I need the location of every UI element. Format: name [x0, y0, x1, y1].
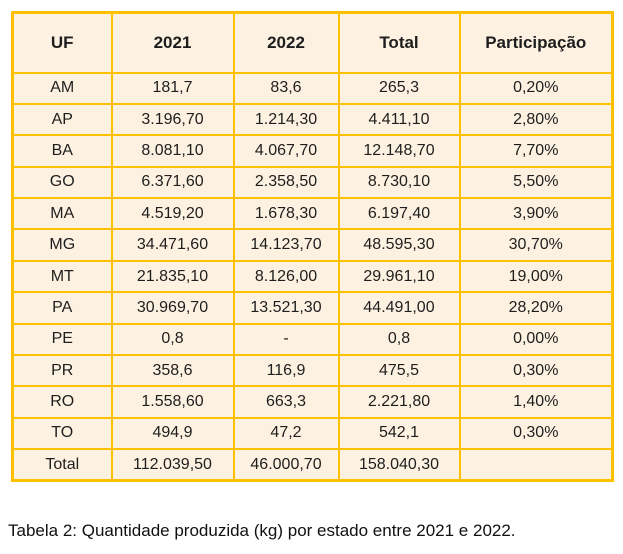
- table-cell: 663,3: [232, 385, 340, 419]
- table-cell: 13.521,30: [232, 291, 340, 325]
- table-cell: MA: [11, 197, 113, 231]
- table-row: MA 4.519,20 1.678,30 6.197,40 3,90%: [11, 197, 614, 231]
- table-cell: 19,00%: [458, 259, 614, 294]
- table-cell: RO: [11, 385, 113, 419]
- table-cell: 47,2: [232, 416, 340, 451]
- table-cell: 29.961,10: [337, 259, 461, 294]
- table-cell: PE: [11, 322, 113, 357]
- table-cell: 542,1: [337, 416, 461, 451]
- header-row: UF 2021 2022 Total Participação: [11, 11, 614, 74]
- table-cell: 0,20%: [458, 71, 614, 105]
- table-cell: 2.358,50: [232, 165, 340, 200]
- table-cell: AP: [11, 102, 113, 137]
- column-header: Total: [337, 11, 461, 74]
- table-cell: 46.000,70: [232, 448, 340, 482]
- table-row: AM 181,7 83,6 265,3 0,20%: [11, 71, 614, 105]
- table-caption: Tabela 2: Quantidade produzida (kg) por …: [8, 521, 516, 540]
- table-cell: 21.835,10: [110, 259, 235, 294]
- table-cell: 475,5: [337, 354, 461, 388]
- table-row: Total 112.039,50 46.000,70 158.040,30: [11, 448, 614, 482]
- column-header: Participação: [458, 11, 614, 74]
- table-cell: 28,20%: [458, 291, 614, 325]
- table-cell: 2.221,80: [337, 385, 461, 419]
- table-cell: 158.040,30: [337, 448, 461, 482]
- table-cell: 30.969,70: [110, 291, 235, 325]
- column-header: UF: [11, 11, 113, 74]
- table-cell: 181,7: [110, 71, 235, 105]
- table-cell: 14.123,70: [232, 228, 340, 262]
- table-row: MT 21.835,10 8.126,00 29.961,10 19,00%: [11, 259, 614, 294]
- table-cell: [458, 448, 614, 482]
- table-cell: 34.471,60: [110, 228, 235, 262]
- table-row: AP 3.196,70 1.214,30 4.411,10 2,80%: [11, 102, 614, 137]
- table-cell: 112.039,50: [110, 448, 235, 482]
- table-cell: 6.197,40: [337, 197, 461, 231]
- table-cell: 48.595,30: [337, 228, 461, 262]
- table-body: AM 181,7 83,6 265,3 0,20% AP 3.196,70 1.214,30 4…: [11, 71, 614, 482]
- table-cell: 1.214,30: [232, 102, 340, 137]
- table-cell: 0,30%: [458, 354, 614, 388]
- table-cell: 4.067,70: [232, 134, 340, 168]
- table-cell: 7,70%: [458, 134, 614, 168]
- column-header: 2022: [232, 11, 340, 74]
- table-cell: 3,90%: [458, 197, 614, 231]
- table-cell: GO: [11, 165, 113, 200]
- table-cell: 3.196,70: [110, 102, 235, 137]
- table-row: RO 1.558,60 663,3 2.221,80 1,40%: [11, 385, 614, 419]
- table-cell: 1.678,30: [232, 197, 340, 231]
- production-table: UF 2021 2022 Total Participação AM 181,7 83,6 2…: [11, 11, 614, 483]
- table-cell: 0,30%: [458, 416, 614, 451]
- table-cell: Total: [11, 448, 113, 482]
- table-cell: 4.519,20: [110, 197, 235, 231]
- table-cell: 8.730,10: [337, 165, 461, 200]
- table-row: BA 8.081,10 4.067,70 12.148,70 7,70%: [11, 134, 614, 168]
- table-cell: 30,70%: [458, 228, 614, 262]
- table-cell: 358,6: [110, 354, 235, 388]
- table-cell: MT: [11, 259, 113, 294]
- table-cell: 5,50%: [458, 165, 614, 200]
- table-cell: 0,8: [110, 322, 235, 357]
- table-cell: AM: [11, 71, 113, 105]
- table-cell: 265,3: [337, 71, 461, 105]
- table-cell: 1,40%: [458, 385, 614, 419]
- table-cell: 116,9: [232, 354, 340, 388]
- table-cell: PR: [11, 354, 113, 388]
- table-row: MG 34.471,60 14.123,70 48.595,30 30,70%: [11, 228, 614, 262]
- table-cell: 8.081,10: [110, 134, 235, 168]
- table-cell: PA: [11, 291, 113, 325]
- table-cell: 12.148,70: [337, 134, 461, 168]
- table-cell: 83,6: [232, 71, 340, 105]
- column-header: 2021: [110, 11, 235, 74]
- table-cell: 494,9: [110, 416, 235, 451]
- table-row: PA 30.969,70 13.521,30 44.491,00 28,20%: [11, 291, 614, 325]
- table-cell: 4.411,10: [337, 102, 461, 137]
- table-row: PR 358,6 116,9 475,5 0,30%: [11, 354, 614, 388]
- table-cell: 44.491,00: [337, 291, 461, 325]
- table-cell: 0,00%: [458, 322, 614, 357]
- table-row: TO 494,9 47,2 542,1 0,30%: [11, 416, 614, 451]
- table-cell: 6.371,60: [110, 165, 235, 200]
- table-header: UF 2021 2022 Total Participação: [11, 11, 614, 74]
- table-cell: 0,8: [337, 322, 461, 357]
- table-row: PE 0,8-0,8 0,00%: [11, 322, 614, 357]
- table-cell: -: [232, 322, 340, 357]
- table-cell: TO: [11, 416, 113, 451]
- table-cell: BA: [11, 134, 113, 168]
- table-row: GO 6.371,60 2.358,50 8.730,10 5,50%: [11, 165, 614, 200]
- table-cell: 1.558,60: [110, 385, 235, 419]
- table-cell: MG: [11, 228, 113, 262]
- table-cell: 8.126,00: [232, 259, 340, 294]
- table-cell: 2,80%: [458, 102, 614, 137]
